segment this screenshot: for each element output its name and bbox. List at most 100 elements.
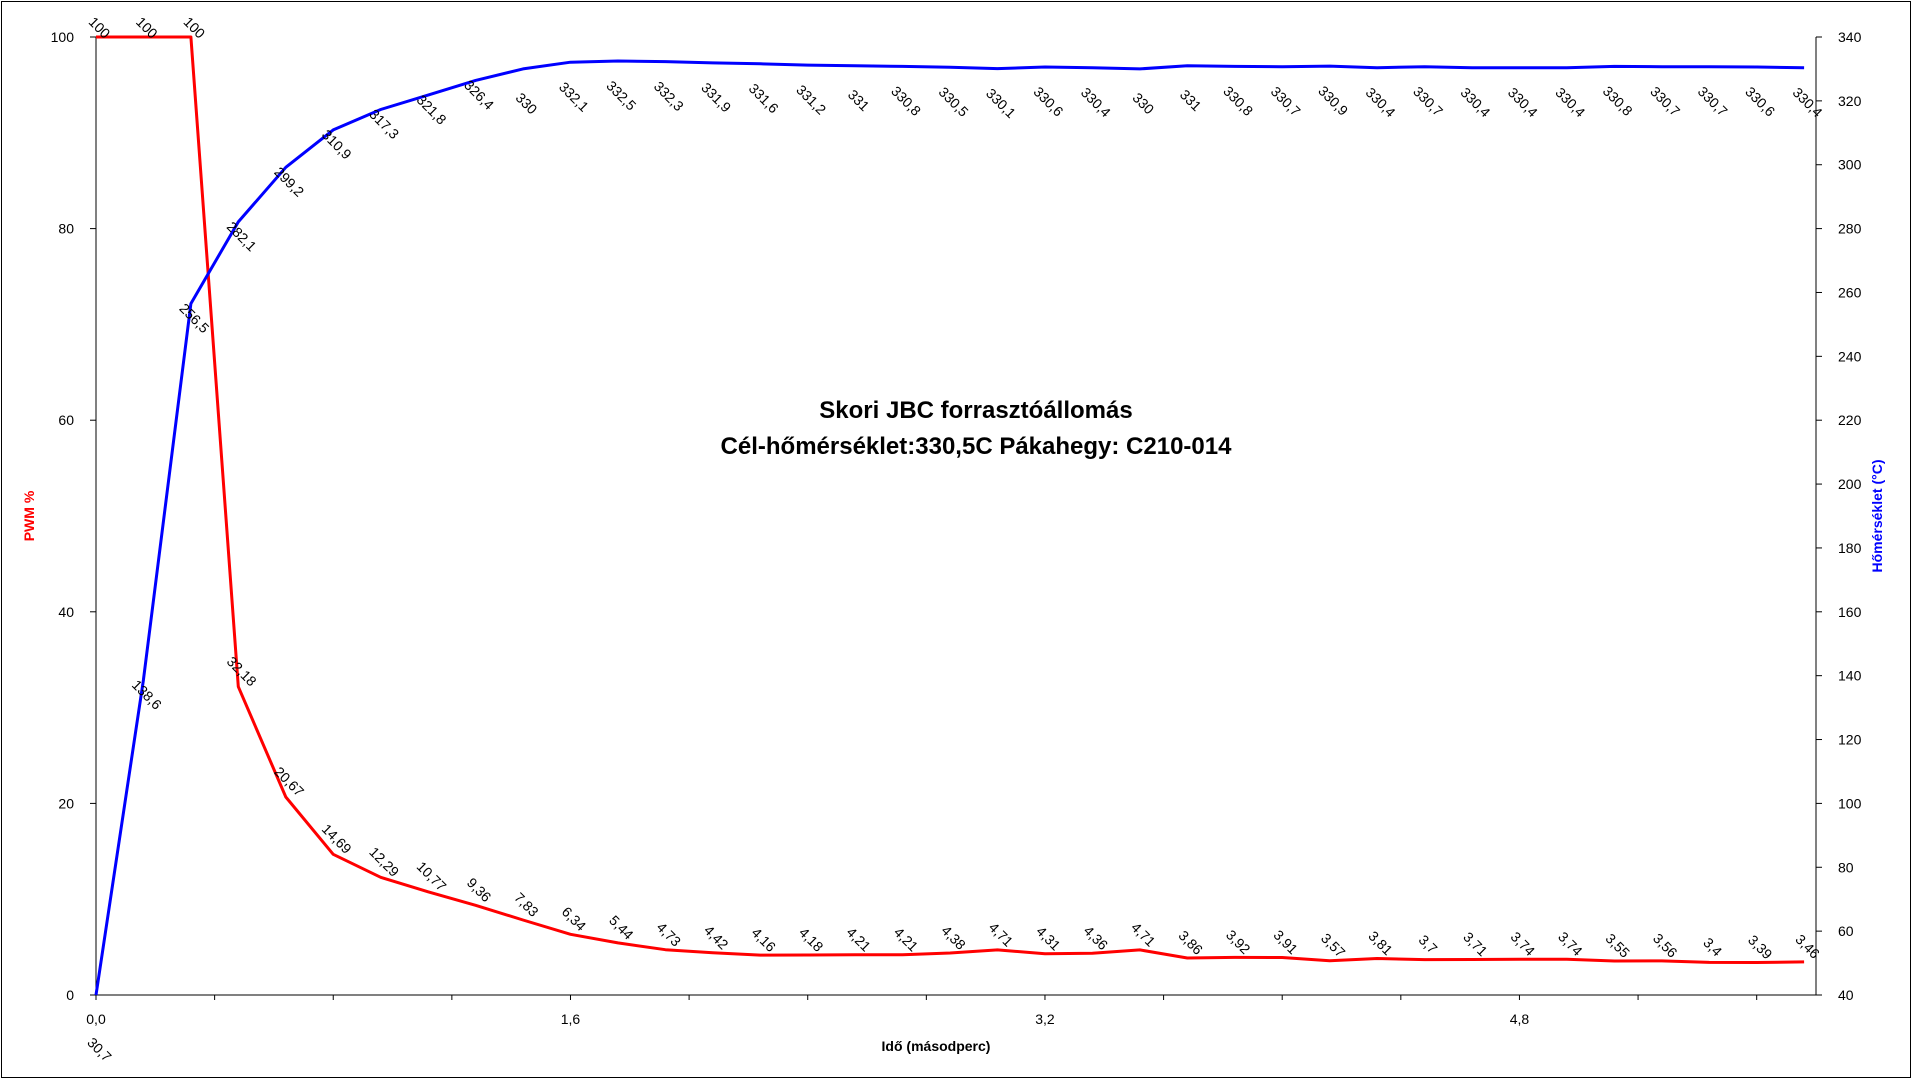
temperature-data-label: 332,3 xyxy=(651,78,687,114)
y-right-tick-label: 140 xyxy=(1838,668,1862,684)
temperature-data-label: 330,9 xyxy=(1315,83,1351,119)
temperature-data-label: 330,7 xyxy=(1647,83,1683,119)
pwm-data-label: 4,16 xyxy=(749,924,780,955)
pwm-data-label: 4,38 xyxy=(938,922,969,953)
pwm-data-label: 3,71 xyxy=(1460,929,1491,960)
y-left-tick-label: 100 xyxy=(51,29,75,45)
y-axis-right-title: Hőmérséklet (°C) xyxy=(1869,460,1885,573)
temperature-data-label: 330,8 xyxy=(888,83,924,119)
temperature-data-label: 330,4 xyxy=(1078,84,1114,120)
pwm-data-label: 4,21 xyxy=(891,924,922,955)
temperature-data-label: 138,6 xyxy=(129,677,165,713)
temperature-data-label: 330,1 xyxy=(983,85,1019,121)
pwm-data-label: 4,71 xyxy=(986,919,1017,950)
pwm-data-label: 4,36 xyxy=(1081,922,1112,953)
pwm-data-label: 4,31 xyxy=(1033,923,1064,954)
pwm-data-label: 32,18 xyxy=(224,653,260,689)
y-right-tick-label: 100 xyxy=(1838,795,1862,811)
temperature-data-label: 330,7 xyxy=(1268,83,1304,119)
temperature-data-label: 330,4 xyxy=(1552,84,1588,120)
pwm-data-label: 3,92 xyxy=(1223,927,1254,958)
y-right-tick-label: 120 xyxy=(1838,732,1862,748)
y-left-tick-label: 80 xyxy=(58,221,74,237)
chart-title: Skori JBC forrasztóállomás Cél-hőmérsékl… xyxy=(721,397,1233,460)
y-right-tick-label: 240 xyxy=(1838,348,1862,364)
pwm-series-line xyxy=(96,35,1805,964)
temperature-data-label: 330 xyxy=(1130,89,1158,117)
temperature-data-label: 331,9 xyxy=(698,79,734,115)
y-left-tick-label: 60 xyxy=(58,412,74,428)
pwm-data-label: 3,74 xyxy=(1508,928,1539,959)
y-right-tick-label: 300 xyxy=(1838,157,1862,173)
pwm-data-label: 6,34 xyxy=(559,903,590,934)
pwm-data-label: 4,73 xyxy=(654,919,685,950)
temperature-data-label: 330,8 xyxy=(1220,83,1256,119)
pwm-data-label: 5,44 xyxy=(606,912,637,943)
pwm-data-label: 9,36 xyxy=(464,874,495,905)
y-right-tick-label: 340 xyxy=(1838,29,1862,45)
pwm-data-label: 3,46 xyxy=(1792,931,1823,962)
temperature-data-label: 299,2 xyxy=(271,164,307,200)
y-left-tick-label: 40 xyxy=(58,604,74,620)
temperature-data-label: 256,5 xyxy=(176,300,212,336)
x-axis-title: Idő (másodperc) xyxy=(882,1038,991,1054)
pwm-data-label: 4,71 xyxy=(1128,919,1159,950)
temperature-data-label: 317,3 xyxy=(366,106,402,142)
pwm-data-label: 3,57 xyxy=(1318,930,1349,961)
y-right-tick-label: 60 xyxy=(1838,923,1854,939)
y-right-tick-label: 200 xyxy=(1838,476,1862,492)
pwm-data-label: 3,74 xyxy=(1555,928,1586,959)
y-right-tick-label: 220 xyxy=(1838,412,1862,428)
series-lines xyxy=(94,35,1805,996)
y-right-tick-label: 260 xyxy=(1838,284,1862,300)
pwm-data-label: 3,7 xyxy=(1416,932,1441,957)
y-right-tick-label: 40 xyxy=(1838,987,1854,1003)
temperature-data-label: 330 xyxy=(513,89,541,117)
temperature-data-label: 330,5 xyxy=(936,84,972,120)
temperature-data-label: 326,4 xyxy=(461,77,497,113)
x-tick-label: 1,6 xyxy=(561,1011,581,1027)
temperature-data-label: 330,7 xyxy=(1695,83,1731,119)
temperature-data-label: 30,7 xyxy=(84,1034,115,1065)
x-tick-label: 4,8 xyxy=(1510,1011,1530,1027)
temperature-data-label: 310,9 xyxy=(319,126,355,162)
pwm-data-label: 4,42 xyxy=(701,922,732,953)
y-right-tick-label: 280 xyxy=(1838,221,1862,237)
pwm-data-label: 3,4 xyxy=(1700,934,1725,959)
temperature-series-line xyxy=(94,59,1805,996)
temperature-data-label: 330,4 xyxy=(1790,84,1826,120)
pwm-data-label: 4,21 xyxy=(843,924,874,955)
pwm-data-label: 4,18 xyxy=(796,924,827,955)
y-right-tick-label: 80 xyxy=(1838,859,1854,875)
temperature-data-label: 330,4 xyxy=(1363,84,1399,120)
pwm-data-label: 14,69 xyxy=(319,821,355,857)
temperature-data-label: 330,4 xyxy=(1505,84,1541,120)
y-right-tick-label: 320 xyxy=(1838,93,1862,109)
temperature-data-label: 331,2 xyxy=(793,82,829,118)
temperature-data-label: 331 xyxy=(845,86,873,114)
pwm-data-label: 3,39 xyxy=(1745,932,1776,963)
temperature-data-label: 330,6 xyxy=(1742,83,1778,119)
y-right-tick-label: 160 xyxy=(1838,604,1862,620)
x-tick-label: 0,0 xyxy=(86,1011,106,1027)
axes: 0 20 40 60 80 100 40 60 80 100 120 140 160 180 200 220 2… xyxy=(51,29,1862,1027)
temperature-data-label: 330,8 xyxy=(1600,83,1636,119)
x-tick-label: 3,2 xyxy=(1035,1011,1055,1027)
temperature-data-label: 330,7 xyxy=(1410,83,1446,119)
pwm-data-label: 3,56 xyxy=(1650,930,1681,961)
y-left-tick-label: 0 xyxy=(66,987,74,1003)
y-right-tick-label: 180 xyxy=(1838,540,1862,556)
temperature-data-label: 321,8 xyxy=(414,92,450,128)
pwm-data-label: 3,91 xyxy=(1270,927,1301,958)
temperature-data-label: 331 xyxy=(1177,86,1205,114)
temperature-data-label: 332,5 xyxy=(603,77,639,113)
pwm-data-label: 20,67 xyxy=(271,763,307,799)
y-axis-left-title: PWM % xyxy=(21,490,37,541)
temperature-data-label: 332,1 xyxy=(556,79,592,115)
chart-title-line-2: Cél-hőmérséklet:330,5C Pákahegy: C210-01… xyxy=(721,433,1233,460)
temperature-data-label: 331,6 xyxy=(746,80,782,116)
y-left-tick-label: 20 xyxy=(58,795,74,811)
